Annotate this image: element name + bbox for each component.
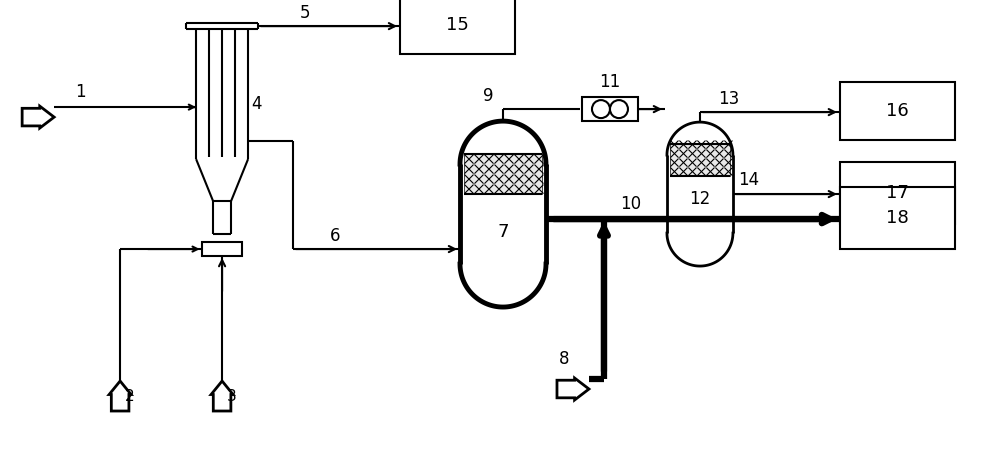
Text: 2: 2 bbox=[125, 389, 135, 404]
Text: 1: 1 bbox=[75, 83, 86, 101]
Polygon shape bbox=[22, 106, 54, 128]
Text: 16: 16 bbox=[886, 102, 909, 120]
Text: 4: 4 bbox=[251, 95, 262, 113]
Polygon shape bbox=[557, 378, 589, 400]
Text: 12: 12 bbox=[689, 190, 711, 208]
Text: 13: 13 bbox=[718, 90, 739, 108]
Bar bbox=[670, 144, 730, 176]
Polygon shape bbox=[109, 381, 131, 411]
Text: 6: 6 bbox=[330, 227, 341, 245]
Bar bbox=[840, 82, 955, 140]
Text: 15: 15 bbox=[446, 16, 469, 34]
Bar bbox=[840, 162, 955, 224]
Text: 5: 5 bbox=[300, 4, 311, 22]
Text: 17: 17 bbox=[886, 184, 909, 202]
Text: 9: 9 bbox=[483, 87, 494, 105]
Text: 18: 18 bbox=[886, 209, 909, 227]
Text: 14: 14 bbox=[738, 171, 759, 189]
Text: 11: 11 bbox=[599, 73, 621, 91]
Bar bbox=[840, 187, 955, 249]
Bar bbox=[464, 154, 542, 194]
Text: 8: 8 bbox=[559, 350, 569, 368]
Circle shape bbox=[610, 100, 628, 118]
Circle shape bbox=[592, 100, 610, 118]
Bar bbox=[582, 97, 638, 121]
Text: 7: 7 bbox=[497, 223, 509, 241]
Bar bbox=[202, 242, 242, 256]
Text: 3: 3 bbox=[227, 389, 237, 404]
Text: 10: 10 bbox=[620, 195, 641, 213]
Polygon shape bbox=[211, 381, 233, 411]
Bar bbox=[400, 0, 515, 54]
